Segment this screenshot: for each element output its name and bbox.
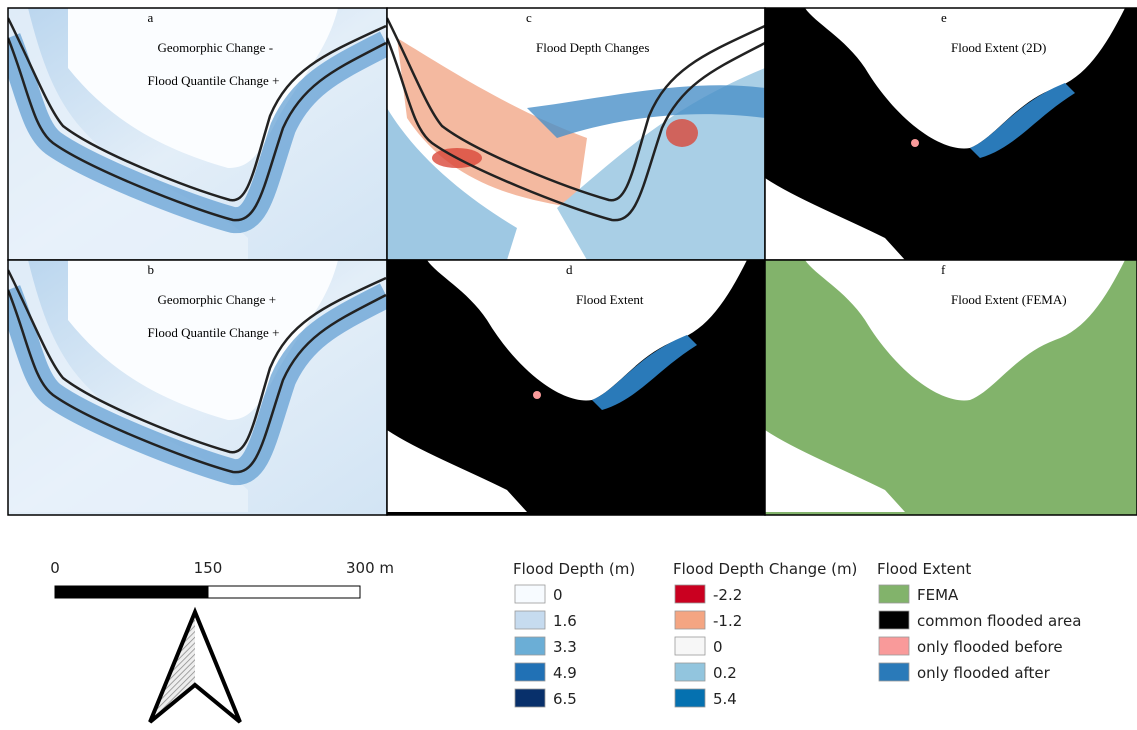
panel-letter: c (526, 10, 532, 25)
panel-title: Geomorphic Change + (158, 292, 277, 307)
legend-label: only flooded before (917, 638, 1063, 656)
hotspot (666, 119, 698, 147)
panel-title: Flood Extent (576, 292, 644, 307)
legend-label: 6.5 (553, 690, 577, 708)
legend-label: only flooded after (917, 664, 1051, 682)
legend-title: Flood Depth Change (m) (673, 560, 857, 578)
map-panel: a Geomorphic Change - Flood Quantile Chang… (8, 8, 387, 260)
panel-title: Flood Quantile Change + (148, 73, 280, 88)
legend-swatch (515, 611, 545, 629)
panel-letter: e (941, 10, 947, 25)
scale-label: 300 m (346, 559, 394, 577)
panel-letter: d (566, 262, 573, 277)
legend-title: Flood Extent (877, 560, 971, 578)
panel-title: Geomorphic Change - (158, 40, 274, 55)
legend-label: FEMA (917, 586, 959, 604)
legend-label: 0 (553, 586, 563, 604)
legend-swatch (879, 663, 909, 681)
panel-title: Flood Depth Changes (536, 40, 649, 55)
figure: a Geomorphic Change - Flood Quantile Chang… (0, 0, 1137, 730)
legend-label: 1.6 (553, 612, 577, 630)
legend-swatch (515, 663, 545, 681)
legend-swatch (515, 585, 545, 603)
map-panels: a Geomorphic Change - Flood Quantile Chang… (8, 8, 1137, 515)
legend-title: Flood Depth (m) (513, 560, 635, 578)
map-panel: f Flood Extent (FEMA) (765, 260, 1137, 515)
legend-swatch (879, 637, 909, 655)
map-panel: c Flood Depth Changes (387, 8, 765, 260)
before-only (911, 139, 919, 147)
panel-letter: b (148, 262, 155, 277)
scale-bar (55, 586, 360, 598)
scale-label: 0 (50, 559, 60, 577)
legend-label: 0.2 (713, 664, 737, 682)
legends: Flood Depth (m) 0 1.6 3.3 4.9 6.5 Flood Depth … (513, 560, 1081, 708)
before-only (533, 391, 541, 399)
legend-label: -1.2 (713, 612, 742, 630)
legend-swatch (515, 689, 545, 707)
map-panel: e Flood Extent (2D) (765, 8, 1137, 260)
legend-label: 0 (713, 638, 723, 656)
panel-letter: a (148, 10, 154, 25)
legend-swatch (675, 689, 705, 707)
legend-swatch (675, 611, 705, 629)
legend-label: common flooded area (917, 612, 1081, 630)
legend-label: 5.4 (713, 690, 737, 708)
legend-swatch (675, 663, 705, 681)
north-arrow (150, 612, 240, 722)
legend-label: 4.9 (553, 664, 577, 682)
scale-label: 150 (194, 559, 223, 577)
legend-swatch (879, 585, 909, 603)
legend-swatch (675, 585, 705, 603)
panel-title: Flood Extent (FEMA) (951, 292, 1067, 307)
legend-label: -2.2 (713, 586, 742, 604)
panel-letter: f (941, 262, 946, 277)
legend-swatch (515, 637, 545, 655)
legend-swatch (879, 611, 909, 629)
legend-swatch (675, 637, 705, 655)
panel-title: Flood Extent (2D) (951, 40, 1046, 55)
legend-label: 3.3 (553, 638, 577, 656)
panel-title: Flood Quantile Change + (148, 325, 280, 340)
